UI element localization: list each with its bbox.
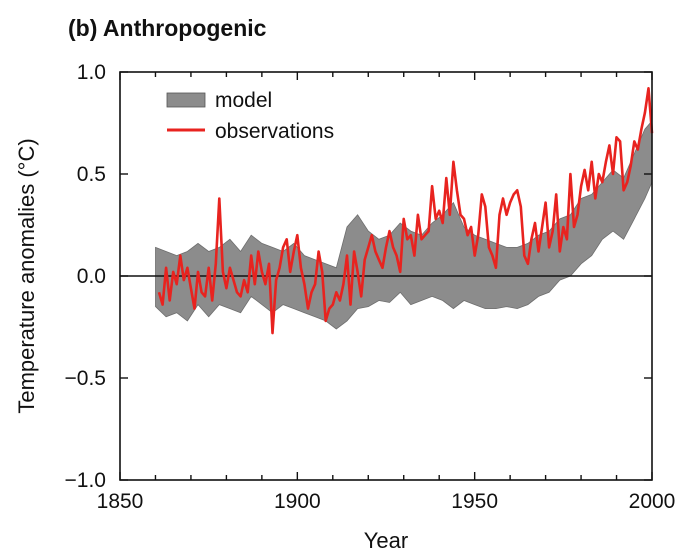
plot-area [120,87,654,335]
chart-title: (b) Anthropogenic [68,15,267,41]
x-tick-label: 1850 [97,490,144,513]
y-tick-label: 0.5 [77,163,106,186]
y-tick-label: −0.5 [65,367,106,390]
y-axis-title: Temperature anomalies (°C) [14,138,39,413]
observations-line [157,87,654,335]
legend-label-observations: observations [215,120,334,143]
x-axis-title: Year [364,528,408,553]
x-tick-label: 1950 [451,490,498,513]
y-tick-label: 0.0 [77,265,106,288]
x-axis: 1850 1900 1950 2000 [97,72,676,513]
legend: model observations [166,89,334,143]
y-tick-label: −1.0 [65,469,106,492]
legend-swatch-model [166,92,206,108]
y-axis: 1.0 0.5 0.0 −0.5 −1.0 [65,61,652,492]
legend-label-model: model [215,89,272,112]
x-tick-label: 2000 [629,490,676,513]
x-tick-label: 1900 [274,490,321,513]
y-tick-label: 1.0 [77,61,106,84]
